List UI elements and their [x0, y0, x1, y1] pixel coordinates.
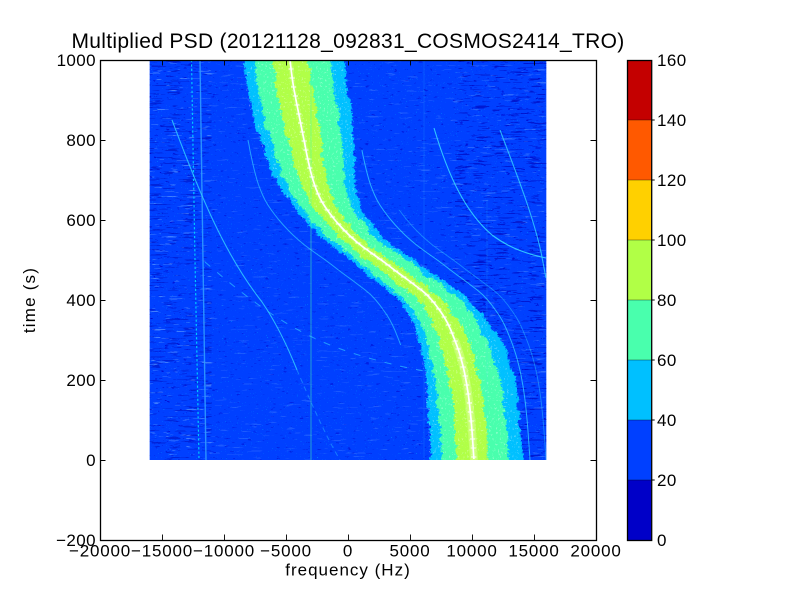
svg-text:−15000: −15000 [131, 542, 193, 561]
svg-text:time (s): time (s) [20, 267, 39, 333]
svg-text:400: 400 [66, 291, 96, 310]
svg-text:0: 0 [657, 531, 667, 550]
svg-text:20: 20 [657, 471, 677, 490]
svg-text:40: 40 [657, 411, 677, 430]
svg-text:60: 60 [657, 351, 677, 370]
svg-text:200: 200 [66, 371, 96, 390]
svg-text:100: 100 [657, 231, 687, 250]
svg-text:0: 0 [86, 451, 96, 470]
svg-text:10000: 10000 [446, 542, 497, 561]
svg-text:20000: 20000 [570, 542, 621, 561]
svg-text:Multiplied PSD (20121128_09283: Multiplied PSD (20121128_092831_COSMOS24… [71, 30, 624, 53]
svg-text:160: 160 [657, 51, 687, 70]
svg-text:−10000: −10000 [193, 542, 255, 561]
svg-text:−200: −200 [56, 531, 96, 550]
svg-text:−20000: −20000 [69, 542, 131, 561]
svg-text:600: 600 [66, 211, 96, 230]
svg-text:80: 80 [657, 291, 677, 310]
svg-text:15000: 15000 [508, 542, 559, 561]
svg-text:−5000: −5000 [260, 542, 312, 561]
svg-text:0: 0 [343, 542, 353, 561]
svg-text:frequency (Hz): frequency (Hz) [285, 561, 410, 580]
svg-text:800: 800 [66, 131, 96, 150]
svg-text:120: 120 [657, 171, 687, 190]
svg-text:5000: 5000 [389, 542, 430, 561]
svg-text:1000: 1000 [57, 51, 96, 70]
svg-text:140: 140 [657, 111, 687, 130]
